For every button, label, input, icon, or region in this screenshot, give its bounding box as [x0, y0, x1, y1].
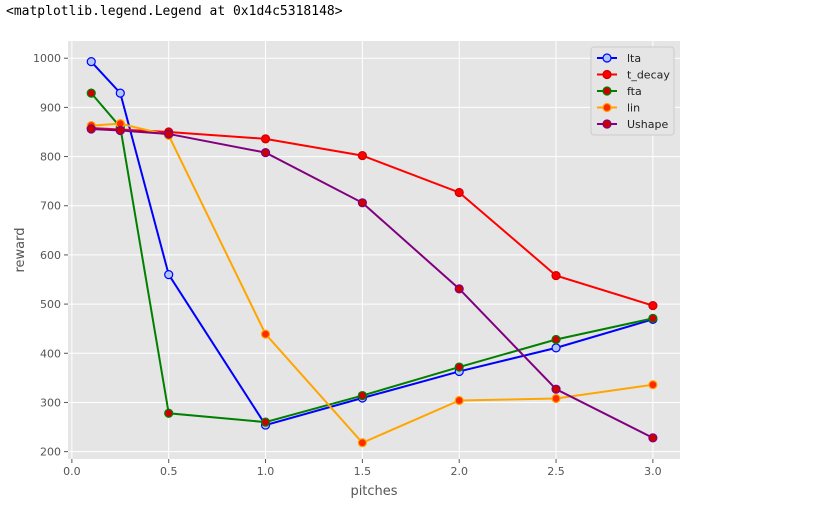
y-tick-label: 400	[40, 347, 61, 360]
data-point	[551, 384, 561, 394]
data-point	[454, 284, 464, 294]
cell-output-text: <matplotlib.legend.Legend at 0x1d4c53181…	[6, 4, 343, 19]
y-tick-label: 500	[40, 298, 61, 311]
data-point	[454, 187, 464, 198]
data-point	[86, 57, 96, 67]
x-axis-ticks: 0.0 0.5 1.0 1.5 2.0 2.5 3.0	[63, 459, 662, 478]
series-line	[91, 122, 654, 444]
legend-box	[590, 46, 675, 136]
data-point	[260, 134, 271, 144]
legend-label: t_decay	[627, 69, 670, 82]
data-point	[115, 88, 125, 98]
y-tick-label: 600	[40, 249, 61, 262]
data-point	[454, 395, 464, 406]
y-axis-ticks: 200 300 400 500 600 700 800 900 1000	[33, 52, 68, 459]
data-point	[164, 129, 174, 139]
data-point	[357, 198, 367, 208]
data-point	[115, 125, 125, 136]
legend-label: lta	[627, 52, 641, 65]
series-line	[90, 92, 654, 424]
x-tick-label: 1.5	[354, 465, 372, 478]
data-point	[551, 334, 561, 345]
data-point	[551, 393, 561, 404]
legend-label: Ushape	[627, 118, 668, 131]
data-point	[357, 150, 367, 161]
legend-item: t_decay	[597, 69, 670, 82]
data-point	[648, 300, 658, 311]
x-tick-label: 0.0	[63, 465, 81, 478]
series-group	[86, 57, 658, 448]
data-point	[164, 269, 174, 280]
y-tick-label: 700	[40, 200, 61, 213]
legend-marker	[602, 53, 612, 63]
data-point	[86, 124, 96, 134]
data-point	[260, 148, 271, 158]
data-point	[648, 433, 658, 443]
data-point	[86, 88, 96, 98]
data-point	[357, 390, 367, 401]
x-tick-label: 1.0	[257, 465, 275, 478]
legend-item: Ushape	[597, 118, 668, 131]
y-tick-label: 900	[40, 101, 61, 114]
data-point	[357, 438, 367, 448]
legend-item: lin	[597, 102, 640, 115]
legend-marker	[602, 69, 612, 80]
legend-marker	[602, 119, 612, 129]
series-ushape	[86, 124, 658, 443]
series-line	[90, 60, 654, 427]
data-point	[260, 329, 271, 339]
y-tick-label: 1000	[33, 52, 61, 65]
x-tick-label: 2.0	[450, 465, 468, 478]
legend-item: fta	[597, 85, 642, 98]
data-point	[164, 408, 174, 418]
y-tick-label: 800	[40, 151, 61, 164]
y-axis-label: reward	[13, 227, 28, 272]
y-tick-label: 300	[40, 396, 61, 409]
data-point	[454, 362, 464, 372]
legend-label: fta	[627, 85, 642, 98]
legend-marker	[602, 102, 612, 113]
legend-item: lta	[597, 52, 641, 65]
series-line	[91, 127, 654, 307]
legend-marker	[602, 86, 612, 96]
data-point	[551, 343, 561, 353]
legend-label: lin	[627, 102, 640, 115]
plot-background	[68, 41, 680, 459]
x-tick-label: 0.5	[160, 465, 178, 478]
data-point	[260, 417, 271, 427]
data-point	[648, 313, 658, 323]
series-line	[91, 128, 654, 439]
data-point	[648, 380, 658, 390]
data-point	[551, 270, 561, 281]
y-tick-label: 200	[40, 446, 61, 459]
x-tick-label: 2.5	[547, 465, 565, 478]
x-axis-label: pitches	[350, 484, 397, 499]
x-tick-label: 3.0	[644, 465, 662, 478]
